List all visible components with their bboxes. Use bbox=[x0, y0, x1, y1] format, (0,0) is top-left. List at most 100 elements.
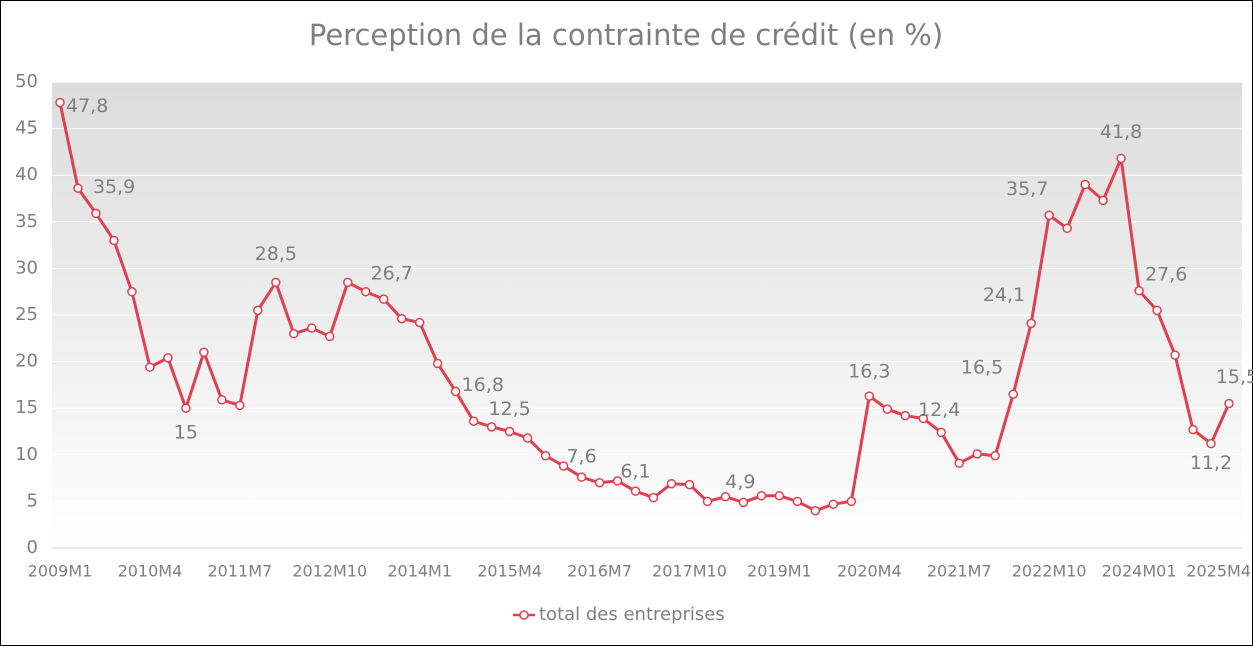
data-label: 28,5 bbox=[255, 243, 297, 265]
data-point bbox=[630, 486, 641, 496]
data-point bbox=[271, 277, 281, 288]
data-label: 15 bbox=[174, 422, 198, 444]
data-point bbox=[972, 449, 982, 459]
data-point bbox=[522, 433, 533, 443]
y-tick-label: 10 bbox=[15, 444, 38, 465]
legend-label: total des entreprises bbox=[539, 604, 725, 625]
data-point bbox=[1188, 424, 1198, 435]
data-point bbox=[1206, 438, 1216, 449]
x-tick-label: 2017M10 bbox=[652, 562, 727, 581]
data-point bbox=[163, 353, 173, 363]
data-point bbox=[738, 497, 749, 508]
data-label: 16,3 bbox=[848, 361, 890, 383]
data-point bbox=[990, 450, 1000, 461]
data-point bbox=[666, 478, 677, 489]
data-point bbox=[810, 505, 821, 516]
data-point bbox=[918, 413, 929, 424]
data-point bbox=[702, 496, 713, 507]
data-point bbox=[91, 208, 101, 219]
data-point bbox=[432, 358, 443, 369]
data-point bbox=[900, 410, 911, 421]
y-tick-label: 40 bbox=[15, 164, 38, 185]
y-tick-label: 25 bbox=[15, 304, 38, 325]
data-point bbox=[828, 499, 839, 509]
data-label: 12,4 bbox=[918, 399, 960, 421]
data-label: 16,8 bbox=[462, 374, 504, 396]
data-label: 41,8 bbox=[1100, 121, 1142, 143]
y-tick-label: 15 bbox=[15, 397, 38, 418]
data-point bbox=[1224, 398, 1234, 409]
data-point bbox=[343, 277, 353, 288]
y-tick-label: 35 bbox=[15, 211, 38, 232]
data-point bbox=[792, 496, 803, 507]
x-tick-label: 2011M7 bbox=[207, 562, 272, 581]
data-point bbox=[378, 294, 389, 304]
y-tick-label: 5 bbox=[27, 490, 38, 511]
data-point bbox=[846, 496, 857, 507]
data-label: 24,1 bbox=[983, 284, 1025, 306]
data-label: 7,6 bbox=[566, 446, 596, 468]
legend: total des entreprises bbox=[513, 604, 725, 625]
data-point bbox=[468, 416, 479, 426]
data-point bbox=[882, 404, 893, 414]
data-point bbox=[1170, 350, 1180, 360]
data-point bbox=[756, 491, 767, 501]
data-point bbox=[1080, 179, 1090, 190]
data-point bbox=[396, 313, 407, 324]
data-point bbox=[199, 347, 209, 358]
data-point bbox=[936, 427, 946, 438]
data-point bbox=[540, 450, 551, 461]
data-point bbox=[1008, 389, 1018, 399]
data-label: 27,6 bbox=[1145, 263, 1187, 285]
x-tick-label: 2025M4 bbox=[1186, 562, 1251, 581]
data-point bbox=[1116, 153, 1126, 164]
data-label: 47,8 bbox=[66, 95, 108, 117]
data-label: 35,7 bbox=[1006, 178, 1048, 200]
data-point bbox=[720, 491, 731, 502]
data-point bbox=[253, 305, 263, 316]
x-tick-label: 2022M10 bbox=[1012, 562, 1087, 581]
y-tick-label: 0 bbox=[27, 537, 38, 558]
x-tick-label: 2010M4 bbox=[118, 562, 183, 581]
data-point bbox=[558, 461, 569, 471]
data-point bbox=[648, 492, 659, 503]
data-label: 15,5 bbox=[1216, 366, 1253, 388]
data-point bbox=[774, 491, 785, 501]
data-point bbox=[145, 362, 155, 372]
data-point bbox=[360, 286, 371, 297]
data-point bbox=[450, 386, 461, 397]
data-label: 16,5 bbox=[961, 357, 1003, 379]
y-tick-label: 30 bbox=[15, 257, 38, 278]
data-point bbox=[1044, 210, 1054, 221]
data-point bbox=[1026, 318, 1036, 329]
x-tick-label: 2019M1 bbox=[747, 562, 812, 581]
data-point bbox=[217, 395, 227, 405]
data-point bbox=[73, 183, 83, 193]
x-tick-label: 2024M01 bbox=[1102, 562, 1177, 581]
x-tick-label: 2009M1 bbox=[28, 562, 93, 581]
y-tick-label: 20 bbox=[15, 351, 38, 372]
data-label: 6,1 bbox=[620, 461, 650, 483]
data-point bbox=[325, 331, 335, 342]
data-point bbox=[612, 476, 623, 486]
data-point bbox=[684, 479, 695, 490]
y-tick-label: 45 bbox=[15, 118, 38, 139]
data-label: 35,9 bbox=[93, 176, 135, 198]
data-line bbox=[58, 102, 1231, 513]
data-label: 4,9 bbox=[725, 471, 755, 493]
x-tick-label: 2021M7 bbox=[927, 562, 992, 581]
data-point bbox=[289, 328, 299, 339]
data-point bbox=[127, 286, 137, 297]
x-tick-label: 2014M1 bbox=[387, 562, 452, 581]
data-label: 12,5 bbox=[488, 398, 530, 420]
data-point bbox=[1152, 305, 1162, 316]
data-point bbox=[414, 317, 425, 328]
data-point bbox=[954, 458, 964, 468]
data-point bbox=[307, 323, 317, 333]
data-point bbox=[181, 403, 191, 413]
data-point bbox=[55, 97, 65, 108]
data-point bbox=[504, 426, 515, 437]
data-label: 11,2 bbox=[1190, 452, 1232, 474]
data-point bbox=[1134, 286, 1144, 296]
data-point bbox=[864, 391, 875, 401]
